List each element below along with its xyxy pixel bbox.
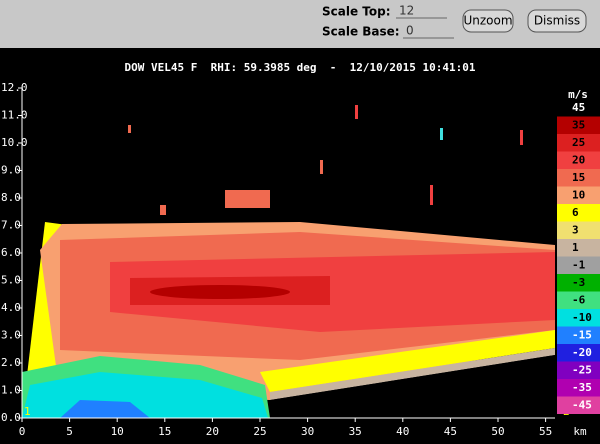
colorbar-label: 6 — [572, 206, 579, 219]
echo-cell — [225, 190, 270, 208]
colorbar-swatch — [557, 274, 600, 292]
x-tick-label: 10 — [111, 425, 124, 438]
x-tick-label: 20 — [206, 425, 219, 438]
speckle — [440, 128, 443, 140]
echo-red — [110, 252, 555, 332]
colorbar-label: 10 — [572, 188, 585, 201]
colorbar-unit: m/s — [568, 88, 588, 101]
y-tick-label: 0.0 — [1, 411, 21, 424]
dismiss-button[interactable] — [527, 9, 587, 33]
y-tick-label: 4.0 — [1, 301, 21, 314]
colorbar-swatch — [557, 134, 600, 152]
colorbar-label: 35 — [572, 118, 585, 131]
x-tick-label: 45 — [444, 425, 457, 438]
x-unit: km — [573, 425, 587, 438]
y-tick-label: 10.0 — [1, 136, 28, 149]
x-tick-label: 25 — [253, 425, 266, 438]
y-tick-label: 12.0 — [1, 81, 28, 94]
dismiss-label[interactable]: Dismiss — [534, 14, 580, 28]
colorbar-swatch — [557, 116, 600, 134]
unzoom-button[interactable] — [462, 9, 514, 33]
colorbar-label: -15 — [572, 328, 592, 341]
colorbar-label: -10 — [572, 311, 592, 324]
x-tick-label: 5 — [66, 425, 73, 438]
speckle — [355, 105, 358, 119]
y-tick-label: 3.0 — [1, 329, 21, 342]
colorbar-swatch — [557, 256, 600, 274]
colorbar-label: -20 — [572, 346, 592, 359]
y-tick-label: 5.0 — [1, 274, 21, 287]
colorbar-label: 1 — [572, 241, 579, 254]
colorbar-label: 45 — [572, 101, 585, 114]
radar-field — [22, 105, 555, 418]
colorbar-label: 20 — [572, 153, 585, 166]
y-tick-label: 11.0 — [1, 109, 28, 122]
colorbar-swatch — [557, 169, 600, 187]
colorbar-label: -45 — [572, 398, 592, 411]
speckle — [520, 130, 523, 145]
colorbar-swatch — [557, 309, 600, 327]
colorbar-swatch — [557, 396, 600, 414]
colorbar-label: -1 — [572, 258, 586, 271]
colorbar-swatch — [557, 326, 600, 344]
speckle — [430, 185, 433, 205]
x-tick-label: 0 — [19, 425, 26, 438]
x-tick-label: 30 — [301, 425, 314, 438]
scale-top-input[interactable]: 12 — [399, 4, 414, 18]
echo-core — [150, 285, 290, 299]
colorbar-swatch — [557, 221, 600, 239]
echo-blue — [60, 400, 150, 418]
y-tick-label: 1.0 — [1, 384, 21, 397]
y-tick-label: 9.0 — [1, 164, 21, 177]
y-tick-label: 7.0 — [1, 219, 21, 232]
x-tick-label: 35 — [349, 425, 362, 438]
x-tick-label: 50 — [491, 425, 504, 438]
y-tick-label: 6.0 — [1, 246, 21, 259]
echo-lower-yellow — [260, 330, 555, 392]
x-tick-label: 15 — [158, 425, 171, 438]
colorbar-swatch — [557, 186, 600, 204]
colorbar-label: -6 — [572, 293, 586, 306]
x-tick-label: 55 — [539, 425, 552, 438]
colorbar-swatch — [557, 344, 600, 362]
colorbar-swatch — [557, 379, 600, 397]
colorbar-label: -25 — [572, 363, 592, 376]
colorbar-swatch — [557, 99, 600, 117]
y-tick-label: 2.0 — [1, 356, 21, 369]
colorbar-swatch — [557, 151, 600, 169]
scale-base-input[interactable]: 0 — [406, 24, 414, 38]
colorbar-label: 15 — [572, 171, 585, 184]
colorbar-label: -3 — [572, 276, 585, 289]
scale-top-label: Scale Top: — [322, 5, 391, 19]
colorbar-swatch — [557, 291, 600, 309]
speckle — [128, 125, 131, 133]
colorbar-label: 3 — [572, 223, 579, 236]
unzoom-label[interactable]: Unzoom — [463, 14, 512, 28]
plot-title: DOW VEL45 F RHI: 59.3985 deg - 12/10/201… — [125, 61, 476, 74]
colorbar-swatch — [557, 361, 600, 379]
speckle — [160, 205, 166, 215]
no-echo — [270, 355, 555, 418]
echo-lower-tan — [270, 348, 555, 400]
colorbar-label: 25 — [572, 136, 585, 149]
y-tick-label: 8.0 — [1, 191, 21, 204]
colorbar-swatch — [557, 239, 600, 257]
colorbar-swatch — [557, 204, 600, 222]
colorbar-label: -35 — [572, 381, 592, 394]
speckle — [320, 160, 323, 174]
x-tick-label: 40 — [396, 425, 409, 438]
scale-base-label: Scale Base: — [322, 25, 400, 39]
corner-label-left: 1 — [24, 405, 31, 418]
